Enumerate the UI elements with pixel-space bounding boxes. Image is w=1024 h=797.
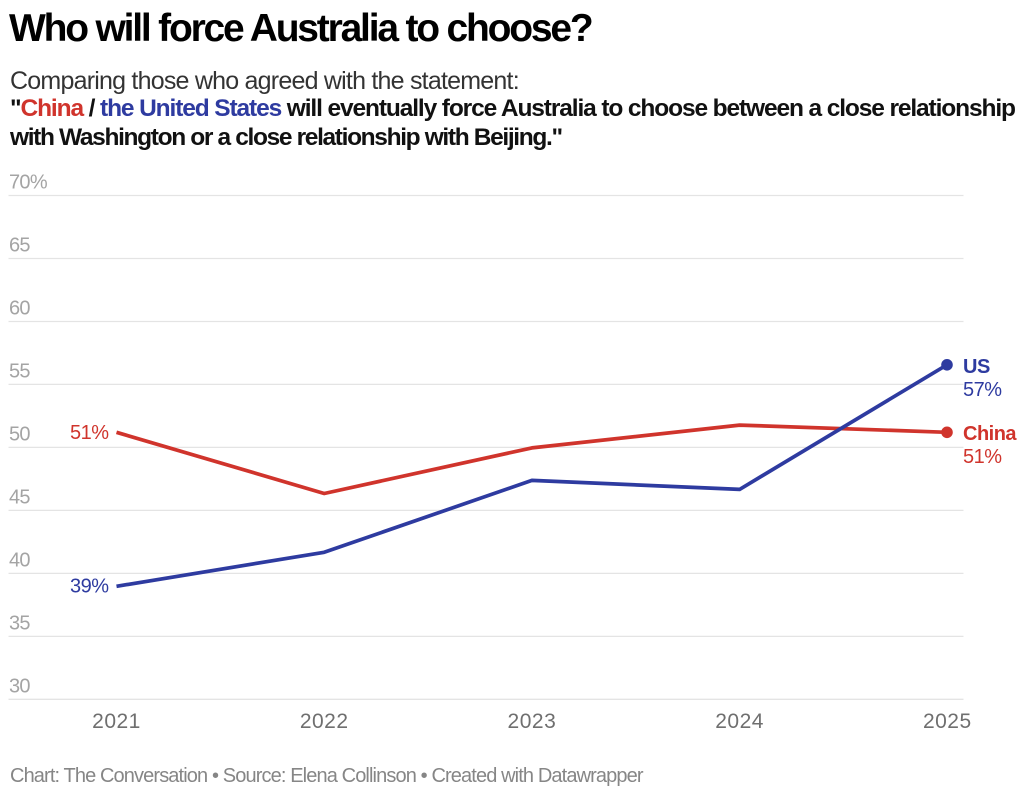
svg-text:2021: 2021: [92, 710, 141, 733]
svg-text:2023: 2023: [508, 710, 557, 733]
svg-text:40: 40: [9, 550, 30, 572]
svg-text:45: 45: [9, 487, 30, 509]
svg-text:51%: 51%: [70, 422, 109, 444]
svg-text:51%: 51%: [963, 446, 1002, 468]
svg-text:70%: 70%: [9, 172, 48, 194]
svg-text:57%: 57%: [963, 379, 1002, 401]
svg-text:65: 65: [9, 235, 30, 257]
svg-text:30: 30: [9, 675, 30, 697]
svg-text:China: China: [963, 423, 1017, 445]
svg-text:US: US: [963, 356, 990, 378]
svg-text:55: 55: [9, 361, 30, 383]
svg-text:60: 60: [9, 298, 30, 320]
svg-text:2024: 2024: [715, 710, 764, 733]
svg-text:2022: 2022: [300, 710, 349, 733]
svg-text:39%: 39%: [70, 575, 109, 597]
svg-text:2025: 2025: [923, 710, 972, 733]
svg-text:35: 35: [9, 613, 30, 635]
svg-text:50: 50: [9, 424, 30, 446]
